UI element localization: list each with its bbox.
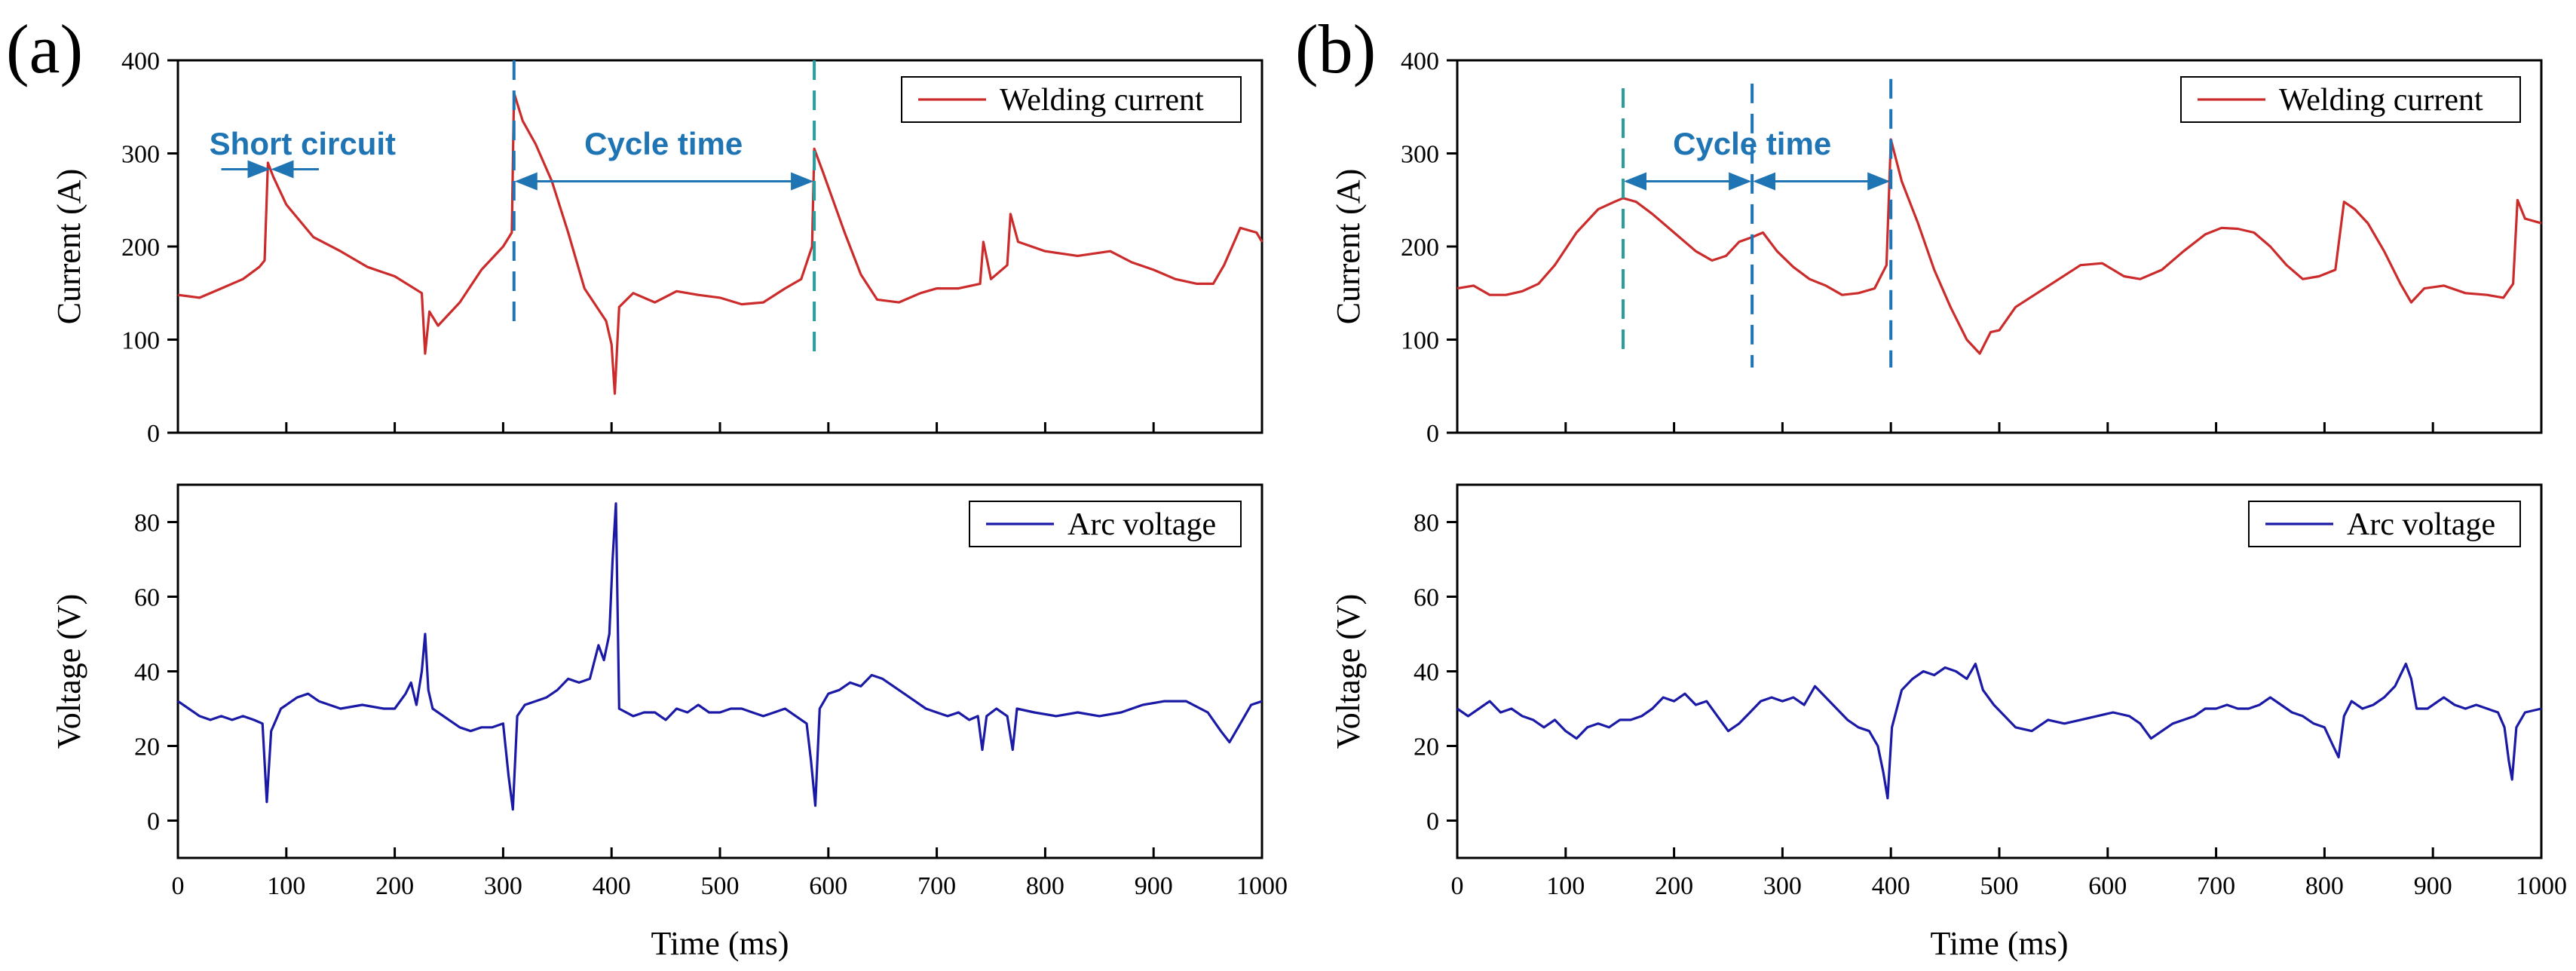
x-tick-label: 600 [809,872,847,900]
legend: Welding current [901,76,1242,123]
y-tick-label: 100 [121,327,160,355]
y-tick-label: 80 [134,510,160,538]
chart-b-current: 0 100 200 300 400 Current (A) Cycle time Weldin… [1330,47,2543,448]
x-axis-label: Time (ms) [651,925,789,962]
y-tick-label: 0 [1426,420,1439,448]
y-tick-label: 60 [134,584,160,612]
y-tick-label: 60 [1414,584,1439,612]
y-tick-label: 40 [134,659,160,687]
legend-label: Welding current [2279,83,2483,118]
x-tick-label: 300 [1763,872,1802,900]
x-tick-label: 300 [484,872,522,900]
legend: Arc voltage [2248,501,2521,547]
y-tick-label: 400 [121,47,160,75]
x-tick-label: 600 [2088,872,2127,900]
panel-label-a: (a) [6,11,83,87]
x-tick-label: 500 [1980,872,2019,900]
x-tick-label: 100 [1546,872,1585,900]
series-line-welding-current [177,91,1263,395]
x-tick-label: 200 [375,872,414,900]
y-tick-label: 0 [147,420,160,448]
x-tick-label: 900 [2414,872,2452,900]
y-tick-label: 300 [121,141,160,169]
chart-a-voltage: 0 100 200 300 400 500 600 700 800 900 1000 0 20 40 60 8… [51,483,1288,962]
x-tick-label: 800 [1026,872,1064,900]
y-tick-label: 20 [134,734,160,761]
legend: Arc voltage [969,501,1242,547]
series-line-arc-voltage [1456,662,2542,800]
chart-b-voltage: 0 100 200 300 400 500 600 700 800 900 1000 0 20 40 60 8… [1330,483,2567,962]
panel-label-b: (b) [1295,11,1376,87]
x-tick-label: 1000 [2516,872,2567,900]
annotation-label: Cycle time [1673,126,1831,161]
chart-a-current: 0 100 200 300 400 Current (A) Short circuit Cyc… [51,47,1263,448]
y-axis-label: Current (A) [1330,169,1367,325]
y-tick-label: 0 [147,808,160,836]
y-tick-label: 200 [121,234,160,262]
legend-label: Arc voltage [1067,507,1216,542]
annotation-label: Short circuit [210,126,396,161]
x-tick-label: 100 [267,872,305,900]
x-tick-label: 700 [2197,872,2235,900]
series-line-welding-current [1456,138,2542,355]
y-tick-label: 0 [1426,808,1439,836]
legend-label: Welding current [1000,83,1204,118]
y-tick-label: 200 [1401,234,1439,262]
y-axis-label: Current (A) [51,169,87,325]
x-tick-label: 900 [1135,872,1173,900]
x-tick-label: 200 [1655,872,1693,900]
legend-label: Arc voltage [2347,507,2495,542]
y-tick-label: 300 [1401,141,1439,169]
x-axis-label: Time (ms) [1931,925,2069,962]
y-tick-label: 80 [1414,510,1439,538]
x-tick-label: 700 [917,872,956,900]
y-axis-label: Voltage (V) [1330,594,1367,749]
y-tick-label: 100 [1401,327,1439,355]
x-tick-label: 400 [593,872,631,900]
annotation-label: Cycle time [584,126,743,161]
x-tick-label: 1000 [1236,872,1288,900]
y-axis-label: Voltage (V) [51,594,87,749]
x-tick-label: 800 [2305,872,2344,900]
x-tick-label: 400 [1872,872,1910,900]
series-line-arc-voltage [177,502,1263,811]
y-tick-label: 40 [1414,659,1439,687]
x-tick-label: 500 [701,872,740,900]
x-tick-label: 0 [172,872,185,900]
legend: Welding current [2180,76,2521,123]
x-tick-label: 0 [1451,872,1464,900]
y-tick-label: 20 [1414,734,1439,761]
y-tick-label: 400 [1401,47,1439,75]
